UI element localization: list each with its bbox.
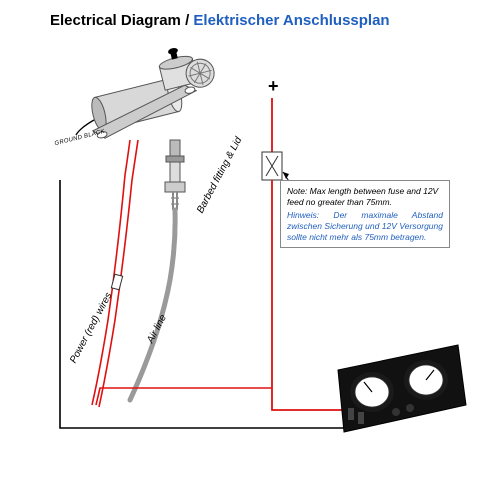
compressor	[78, 40, 223, 141]
power-wire-2	[99, 140, 138, 407]
note-en: Note: Max length between fuse and 12V fe…	[287, 186, 443, 207]
gauge-panel	[338, 345, 466, 432]
fuse	[262, 152, 282, 180]
wiring-diagram	[0, 0, 500, 500]
air-line	[130, 210, 175, 400]
barbed-fitting	[165, 140, 185, 210]
power-wire-1	[92, 140, 130, 405]
red-branch-to-compressor	[96, 388, 272, 405]
note-de: Hinweis: Der maximale Abstand zwischen S…	[287, 210, 443, 242]
note-box: Note: Max length between fuse and 12V fe…	[280, 180, 450, 248]
plus-symbol: +	[268, 76, 279, 97]
